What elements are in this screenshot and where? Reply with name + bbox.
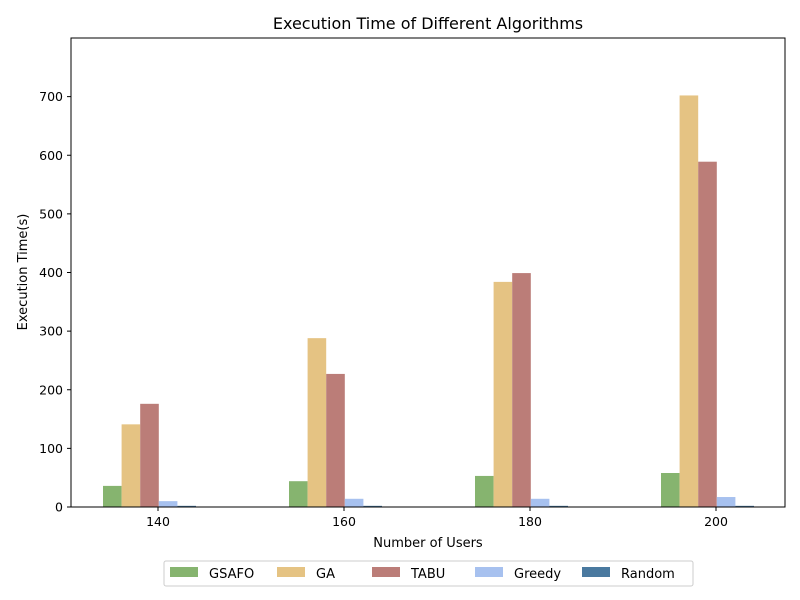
bar-ga-140 (121, 424, 141, 507)
x-axis: 140 160 180 200 (146, 507, 728, 529)
bar-random-160 (363, 505, 382, 507)
bar-greedy-180 (530, 498, 550, 507)
legend-swatch-ga (277, 567, 305, 577)
legend-label-ga: GA (316, 567, 335, 582)
y-tick-label: 500 (39, 206, 63, 221)
bar-gsafo-200 (661, 473, 680, 507)
bar-greedy-140 (158, 501, 178, 507)
y-axis-title: Execution Time(s) (16, 214, 31, 331)
legend-label-random: Random (621, 567, 675, 582)
legend-swatch-tabu (372, 567, 400, 577)
legend-label-greedy: Greedy (514, 567, 561, 582)
legend: GSAFO GA TABU Greedy Random (163, 560, 694, 587)
y-tick-label: 200 (39, 382, 63, 397)
y-tick-label: 600 (39, 148, 63, 163)
x-tick-label: 160 (332, 514, 356, 529)
bar-tabu-200 (698, 161, 717, 507)
bar-tabu-160 (326, 373, 345, 507)
bar-gsafo-160 (289, 481, 308, 507)
y-tick-label: 300 (39, 324, 63, 339)
bar-gsafo-140 (103, 485, 122, 507)
legend-label-tabu: TABU (410, 567, 445, 582)
x-tick-label: 180 (518, 514, 542, 529)
x-tick-label: 140 (146, 514, 170, 529)
bar-ga-200 (679, 95, 699, 507)
legend-swatch-gsafo (170, 567, 198, 577)
legend-swatch-random (582, 567, 610, 577)
legend-label-gsafo: GSAFO (209, 567, 254, 582)
plot-frame (70, 37, 786, 508)
y-tick-label: 100 (39, 441, 63, 456)
y-axis: 0 100 200 300 400 500 600 700 (39, 89, 71, 515)
chart-title: Execution Time of Different Algorithms (273, 14, 583, 33)
x-tick-label: 200 (704, 514, 728, 529)
legend-swatch-greedy (475, 567, 503, 577)
x-axis-title: Number of Users (373, 536, 483, 551)
bar-random-180 (549, 505, 568, 507)
y-tick-label: 0 (55, 500, 63, 515)
bar-greedy-160 (344, 498, 364, 507)
plot-area: 0 100 200 300 400 500 600 700 140 160 180 200 (39, 37, 786, 529)
bars-group (103, 95, 754, 507)
bar-random-200 (735, 505, 754, 507)
bar-tabu-140 (140, 403, 159, 507)
bar-ga-160 (307, 338, 327, 507)
bar-tabu-180 (512, 273, 531, 507)
bar-gsafo-180 (475, 475, 494, 507)
bar-ga-180 (493, 281, 513, 507)
bar-random-140 (177, 505, 196, 507)
y-tick-label: 400 (39, 265, 63, 280)
bar-greedy-200 (716, 497, 736, 507)
y-tick-label: 700 (39, 89, 63, 104)
